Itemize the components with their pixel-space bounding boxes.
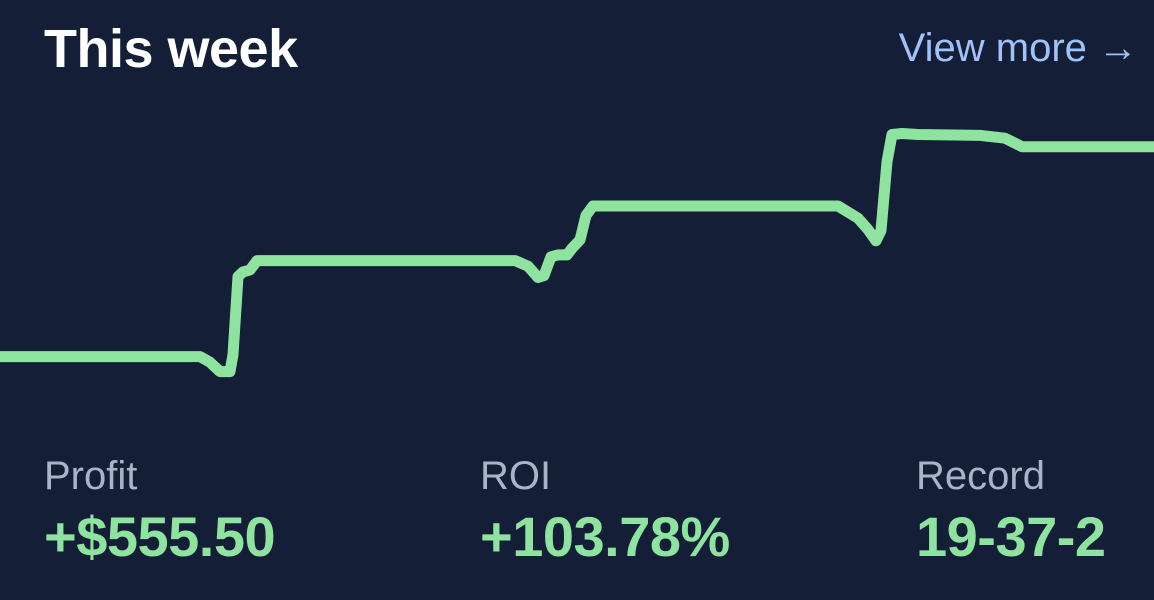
- profit-value: +$555.50: [44, 505, 276, 568]
- stat-record: Record 19-37-2: [916, 450, 1106, 570]
- record-label: Record: [916, 454, 1045, 498]
- profit-series-line: [0, 128, 1154, 378]
- card-title: This week: [44, 19, 298, 79]
- roi-value: +103.78%: [480, 505, 730, 568]
- stat-profit: Profit +$555.50: [44, 450, 276, 570]
- record-value: 19-37-2: [916, 505, 1106, 568]
- profit-label: Profit: [44, 454, 138, 498]
- stat-roi: ROI +103.78%: [480, 450, 730, 570]
- profit-line-chart: [0, 128, 1154, 378]
- view-more-link[interactable]: View more →: [898, 26, 1138, 70]
- roi-label: ROI: [480, 454, 552, 498]
